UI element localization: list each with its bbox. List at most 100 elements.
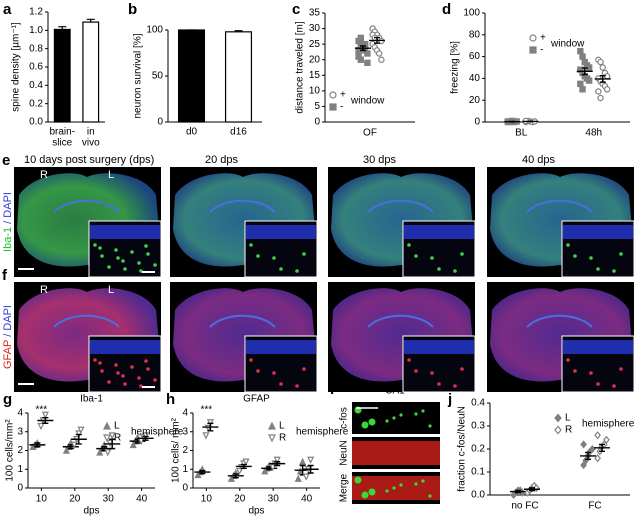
inset-cell bbox=[107, 380, 111, 384]
stain-name: GFAP bbox=[2, 340, 14, 369]
point bbox=[108, 432, 116, 440]
inset-cell bbox=[93, 358, 97, 362]
stain-dapi: / DAPI bbox=[2, 305, 14, 337]
panel-label: d bbox=[442, 1, 451, 18]
x-tick-label: d0 bbox=[186, 127, 198, 138]
mean-sem bbox=[369, 36, 385, 44]
inset-cell bbox=[573, 254, 577, 258]
point bbox=[129, 440, 137, 449]
point bbox=[585, 77, 593, 84]
inset-cell bbox=[430, 256, 434, 260]
inset-cell bbox=[100, 254, 104, 258]
side-label: R bbox=[40, 284, 48, 296]
point bbox=[269, 464, 277, 472]
inset-dapi-band bbox=[563, 340, 633, 354]
mean-sem bbox=[70, 433, 87, 445]
mean-sem bbox=[294, 464, 311, 476]
cfos-cell bbox=[428, 424, 432, 428]
y-tick-label: 0 bbox=[314, 117, 320, 128]
point bbox=[597, 58, 604, 66]
point bbox=[594, 431, 601, 440]
stain-dapi: / DAPI bbox=[2, 192, 14, 224]
cfos-cell bbox=[399, 413, 403, 417]
y-tick-label: 100 bbox=[463, 8, 480, 19]
legend-label: R bbox=[279, 433, 286, 444]
x-tick-label: 10 bbox=[201, 494, 213, 505]
point bbox=[364, 50, 371, 57]
point bbox=[96, 448, 104, 456]
point bbox=[376, 50, 383, 57]
y-axis-label: neuron survival [%] bbox=[133, 33, 144, 118]
x-tick-label: in bbox=[87, 127, 95, 138]
inset-cell bbox=[619, 367, 623, 371]
y-tick-label: 0 bbox=[17, 483, 23, 494]
panel-label: f bbox=[2, 267, 8, 284]
y-tick-label: 20 bbox=[469, 95, 481, 106]
stain-label: Iba-1 / DAPI bbox=[2, 192, 14, 252]
significance: *** bbox=[201, 405, 213, 416]
y-axis-label: spine density [µm⁻¹] bbox=[11, 22, 22, 112]
hippocampus bbox=[209, 199, 276, 213]
inset-cell bbox=[123, 267, 127, 271]
hippocampus bbox=[526, 314, 593, 328]
point bbox=[364, 59, 371, 67]
inset-cell bbox=[137, 376, 141, 380]
y-axis-label: 100 cells/ mm² bbox=[171, 417, 182, 483]
bar bbox=[177, 29, 206, 123]
x-tick-label: no FC bbox=[511, 501, 538, 512]
point bbox=[357, 34, 365, 42]
y-axis-label: freezing [%] bbox=[450, 41, 461, 94]
legend-title: hemisphere bbox=[131, 427, 184, 438]
legend-label: + bbox=[540, 33, 546, 44]
cfos-cell bbox=[421, 479, 425, 483]
y-tick-label: 5 bbox=[314, 101, 320, 112]
inset-cell bbox=[130, 250, 134, 254]
inset-cell bbox=[153, 263, 157, 267]
cfos-cell bbox=[421, 409, 425, 413]
point bbox=[302, 473, 310, 481]
mean-sem bbox=[62, 444, 79, 450]
mean-sem bbox=[227, 473, 244, 479]
y-axis-label: fraction c-fos/NeuN bbox=[457, 406, 468, 492]
y-tick-label: 0.2 bbox=[29, 98, 43, 109]
x-tick-label: 48h bbox=[585, 128, 602, 139]
x-tick-label: 40 bbox=[301, 494, 313, 505]
point bbox=[104, 449, 112, 457]
point bbox=[603, 86, 611, 93]
x-tick-label: 30 bbox=[268, 494, 280, 505]
x-axis-label: dps bbox=[83, 506, 99, 517]
x-tick-label: FC bbox=[588, 501, 601, 512]
x-tick-label: 40 bbox=[136, 494, 148, 505]
inset-cell bbox=[144, 359, 148, 363]
inset-cell bbox=[573, 369, 577, 373]
inset-cell bbox=[144, 244, 148, 248]
significance: *** bbox=[36, 405, 48, 416]
mean-sem bbox=[594, 74, 611, 83]
inset-dapi-band bbox=[246, 225, 316, 239]
legend-symbol bbox=[554, 413, 562, 423]
channel-label: Merge bbox=[339, 473, 350, 502]
inset-cell bbox=[589, 256, 593, 260]
inset-cell bbox=[153, 378, 157, 382]
inset-cell bbox=[279, 267, 283, 271]
x-tick-label: 30 bbox=[103, 494, 115, 505]
y-tick-label: 80 bbox=[469, 29, 481, 40]
timepoint-title: 30 dps bbox=[363, 154, 397, 166]
panel-label: i bbox=[330, 381, 334, 398]
hippocampus bbox=[367, 199, 434, 213]
panel-label: c bbox=[292, 1, 300, 18]
chart-title: Iba-1 bbox=[80, 394, 103, 405]
inset-dapi-band bbox=[404, 340, 474, 354]
inset-cell bbox=[100, 369, 104, 373]
legend-symbol bbox=[103, 421, 111, 430]
cfos-cell bbox=[385, 419, 389, 423]
inset-cell bbox=[407, 358, 411, 362]
point bbox=[579, 53, 586, 60]
y-tick-label: 1 bbox=[17, 464, 23, 475]
inset-dapi-band bbox=[90, 225, 160, 239]
y-tick-label: 4 bbox=[17, 408, 23, 419]
y-tick-label: 0.6 bbox=[29, 62, 43, 73]
legend-label: L bbox=[565, 413, 571, 424]
inset-cell bbox=[139, 384, 143, 388]
legend-symbol bbox=[329, 103, 337, 111]
